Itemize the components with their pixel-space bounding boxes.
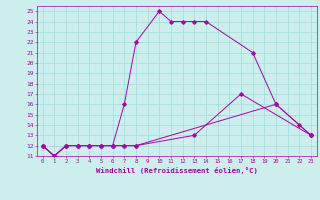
X-axis label: Windchill (Refroidissement éolien,°C): Windchill (Refroidissement éolien,°C) xyxy=(96,167,258,174)
